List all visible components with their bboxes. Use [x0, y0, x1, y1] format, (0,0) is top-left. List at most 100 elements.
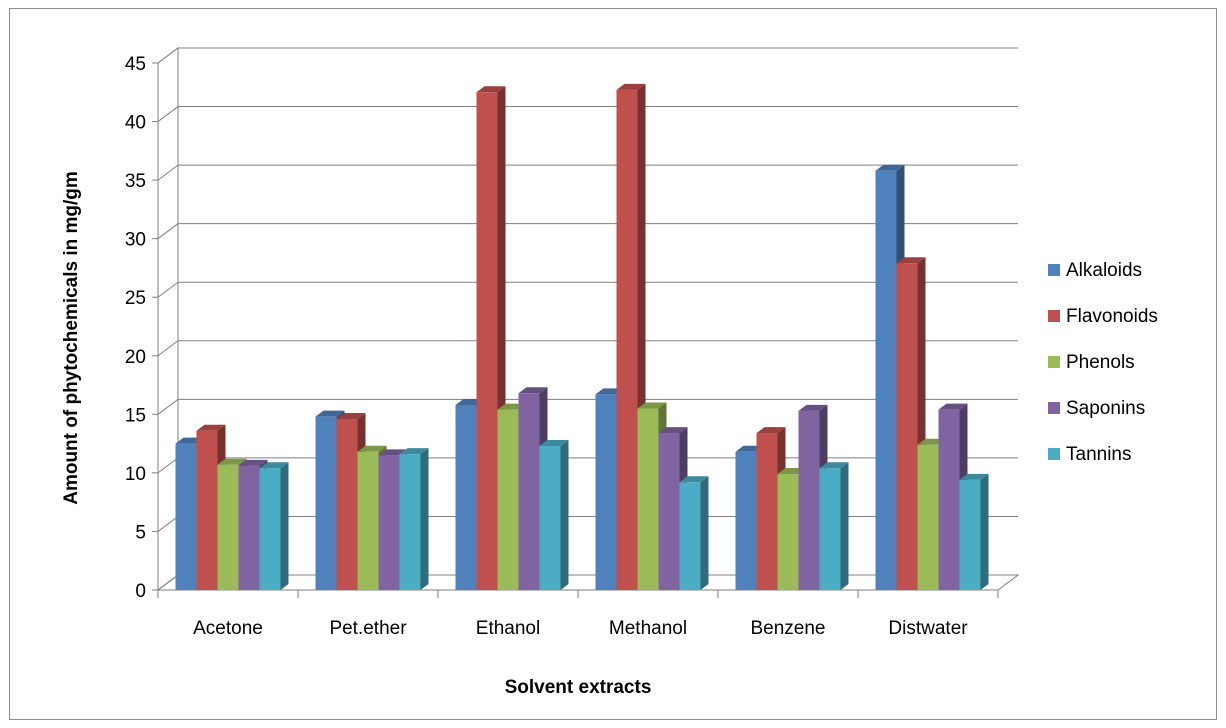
- legend-swatch: [1048, 402, 1060, 414]
- bar-side: [560, 439, 569, 590]
- bar-front: [518, 393, 540, 590]
- bar-top: [637, 402, 667, 409]
- bar-top: [798, 404, 828, 411]
- bar-front: [357, 451, 379, 590]
- gridline: [157, 340, 1018, 357]
- y-tick-labels: 0 5 10 15 20 25 30 35 40 45: [125, 54, 146, 602]
- bar-front: [896, 263, 918, 590]
- bar-side: [700, 476, 709, 590]
- y-tick-label: 35: [125, 171, 146, 192]
- bar-side: [420, 448, 429, 590]
- gridline: [157, 164, 1018, 181]
- legend-label: Phenols: [1066, 352, 1135, 373]
- x-tick-label: Distwater: [888, 618, 968, 639]
- chart-frame: [9, 8, 1217, 720]
- y-tick-label: 0: [135, 581, 146, 602]
- x-tick-label: Methanol: [609, 618, 687, 639]
- gridline: [157, 47, 1018, 64]
- y-tick-label: 30: [125, 230, 146, 251]
- bar-top: [875, 164, 905, 171]
- legend-swatch: [1048, 310, 1060, 322]
- y-tick-label: 15: [125, 405, 146, 426]
- x-tick-label: Ethanol: [476, 618, 540, 639]
- bar-top: [518, 387, 548, 394]
- bar-front: [175, 443, 197, 590]
- bar-front: [938, 409, 960, 590]
- bar-side: [280, 462, 289, 590]
- bar-front: [637, 408, 659, 590]
- legend-label: Tannins: [1066, 444, 1132, 465]
- bar-front: [777, 474, 799, 590]
- x-tick-label: Benzene: [750, 618, 825, 639]
- bar-top: [616, 83, 646, 90]
- bar-front: [679, 482, 701, 590]
- bar-tannins-benzene: [819, 462, 849, 590]
- bar-top: [679, 476, 709, 483]
- bar-front: [378, 455, 400, 590]
- bar-front: [735, 451, 757, 590]
- gridline: [157, 281, 1018, 298]
- bar-front: [798, 410, 820, 590]
- bar-top: [196, 424, 226, 431]
- legend-label: Alkaloids: [1066, 260, 1142, 281]
- bar-side: [980, 473, 989, 590]
- bar-front: [259, 468, 281, 590]
- y-tick-label: 5: [135, 522, 146, 543]
- y-tick-label: 40: [125, 113, 146, 134]
- bar-front: [595, 394, 617, 590]
- bar-front: [238, 465, 260, 590]
- x-tick-label: Pet.ether: [329, 618, 407, 639]
- bar-front: [399, 454, 421, 590]
- bar-top: [259, 462, 289, 469]
- bar-top: [819, 462, 849, 469]
- legend-swatch: [1048, 264, 1060, 276]
- bar-front: [476, 92, 498, 591]
- bar-top: [476, 86, 506, 93]
- bar-top: [539, 439, 569, 446]
- bars: [175, 83, 989, 591]
- bar-front: [875, 170, 897, 590]
- y-tick-label: 25: [125, 288, 146, 309]
- x-tick-label: Acetone: [193, 618, 263, 639]
- bar-top: [658, 427, 688, 434]
- bar-tannins-petether: [399, 448, 429, 590]
- bar-front: [217, 464, 239, 590]
- gridline: [157, 398, 1018, 415]
- legend-label: Saponins: [1066, 398, 1145, 419]
- gridline: [157, 106, 1018, 122]
- bar-front: [196, 430, 218, 590]
- gridline: [157, 223, 1018, 240]
- bar-top: [238, 459, 268, 466]
- bar-top: [315, 410, 345, 417]
- bar-top: [217, 458, 247, 465]
- bar-front: [959, 479, 981, 590]
- bar-front: [616, 89, 638, 591]
- bar-top: [938, 403, 968, 410]
- legend-label: Flavonoids: [1066, 306, 1158, 327]
- axes: [157, 63, 999, 598]
- bar-tannins-methanol: [679, 476, 709, 590]
- bar-front: [455, 404, 477, 590]
- legend: Alkaloids Flavonoids Phenols Saponins Tannin…: [1048, 260, 1158, 465]
- bar-front: [539, 445, 561, 590]
- x-tick-labels: Acetone Pet.ether Ethanol Methanol Benzene Di…: [193, 618, 968, 639]
- side-wall: [157, 47, 179, 591]
- bar-front: [819, 468, 841, 590]
- bar-tannins-distwater: [959, 473, 989, 590]
- bar-front: [315, 416, 337, 590]
- y-tick-label: 10: [125, 464, 146, 485]
- bar-top: [896, 257, 926, 264]
- bar-side: [840, 462, 849, 590]
- bar-tannins-ethanol: [539, 439, 569, 590]
- legend-swatch: [1048, 356, 1060, 368]
- bar-front: [336, 419, 358, 590]
- y-tick-label: 45: [125, 54, 146, 75]
- y-tick-label: 20: [125, 347, 146, 368]
- y-axis-title: Amount of phytochemicals in mg/gm: [61, 171, 82, 505]
- bar-front: [497, 409, 519, 590]
- bar-front: [917, 444, 939, 590]
- bar-top: [959, 473, 989, 480]
- bar-top: [357, 445, 387, 452]
- bar-front: [658, 433, 680, 590]
- bar-top: [336, 413, 366, 420]
